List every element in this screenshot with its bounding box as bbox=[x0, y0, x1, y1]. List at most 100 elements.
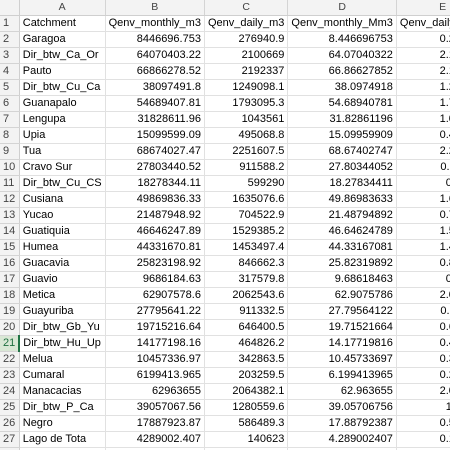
cell[interactable]: Guatiquia bbox=[19, 223, 106, 240]
cell[interactable]: Humea bbox=[19, 239, 106, 256]
cell[interactable]: 1.28056 bbox=[396, 399, 450, 416]
cell[interactable]: 2062543.6 bbox=[204, 287, 289, 304]
cell[interactable]: 38097491.8 bbox=[105, 79, 205, 96]
cell[interactable]: 495068.8 bbox=[204, 127, 289, 144]
cell[interactable]: 39.05706756 bbox=[287, 399, 397, 416]
cell-header-b[interactable]: Qenv_monthly_m3 bbox=[105, 15, 205, 32]
cell[interactable]: 646400.5 bbox=[204, 319, 289, 336]
row-header-15[interactable]: 15 bbox=[0, 239, 20, 256]
row-header-18[interactable]: 18 bbox=[0, 287, 20, 304]
cell[interactable]: 46.64624789 bbox=[287, 223, 397, 240]
cell[interactable]: 1793095.3 bbox=[204, 95, 289, 112]
row-header-11[interactable]: 11 bbox=[0, 175, 20, 192]
cell[interactable]: 1280559.6 bbox=[204, 399, 289, 416]
cell[interactable]: 62.9075786 bbox=[287, 287, 397, 304]
cell[interactable]: 19.71521664 bbox=[287, 319, 397, 336]
row-header-16[interactable]: 16 bbox=[0, 255, 20, 272]
cell[interactable]: 1635076.6 bbox=[204, 191, 289, 208]
cell[interactable]: 21.48794892 bbox=[287, 207, 397, 224]
row-header-8[interactable]: 8 bbox=[0, 127, 20, 144]
cell[interactable]: 14177198.16 bbox=[105, 335, 205, 352]
cell[interactable]: 62963655 bbox=[105, 383, 205, 400]
select-all-corner[interactable] bbox=[0, 0, 20, 16]
row-header-20[interactable]: 20 bbox=[0, 319, 20, 336]
cell[interactable]: 66866278.52 bbox=[105, 63, 205, 80]
cell[interactable]: 25823198.92 bbox=[105, 255, 205, 272]
cell[interactable]: 64.07040322 bbox=[287, 47, 397, 64]
cell[interactable]: 2064382.1 bbox=[204, 383, 289, 400]
cell[interactable]: Metica bbox=[19, 287, 106, 304]
cell[interactable]: Garagoa bbox=[19, 31, 106, 48]
cell[interactable]: 9.68618463 bbox=[287, 271, 397, 288]
cell[interactable]: 31.82861196 bbox=[287, 111, 397, 128]
cell[interactable]: 0.203259 bbox=[396, 367, 450, 384]
row-header-23[interactable]: 23 bbox=[0, 367, 20, 384]
cell[interactable]: 19715216.64 bbox=[105, 319, 205, 336]
cell[interactable]: 1.043561 bbox=[396, 111, 450, 128]
cell[interactable]: 10457336.97 bbox=[105, 351, 205, 368]
cell[interactable]: Guavio bbox=[19, 271, 106, 288]
cell[interactable]: 0.464826 bbox=[396, 335, 450, 352]
cell[interactable]: 54.68940781 bbox=[287, 95, 397, 112]
cell[interactable]: 1043561 bbox=[204, 111, 289, 128]
cell[interactable]: 25.82319892 bbox=[287, 255, 397, 272]
cell[interactable]: 9686184.63 bbox=[105, 271, 205, 288]
cell[interactable]: 586489.3 bbox=[204, 415, 289, 432]
cell[interactable]: 1.793095 bbox=[396, 95, 450, 112]
cell[interactable]: 17.88792387 bbox=[287, 415, 397, 432]
cell[interactable]: 599290 bbox=[204, 175, 289, 192]
cell[interactable]: 0.911332 bbox=[396, 303, 450, 320]
cell[interactable]: 17887923.87 bbox=[105, 415, 205, 432]
row-header-26[interactable]: 26 bbox=[0, 415, 20, 432]
cell-header-d[interactable]: Qenv_monthly_Mm3 bbox=[287, 15, 397, 32]
cell[interactable]: 27.80344052 bbox=[287, 159, 397, 176]
cell[interactable]: 2251607.5 bbox=[204, 143, 289, 160]
cell[interactable]: 2192337 bbox=[204, 63, 289, 80]
cell[interactable]: 62907578.6 bbox=[105, 287, 205, 304]
column-header-e[interactable]: E bbox=[396, 0, 450, 16]
cell[interactable]: 317579.8 bbox=[204, 271, 289, 288]
row-header-9[interactable]: 9 bbox=[0, 143, 20, 160]
cell[interactable]: 31828611.96 bbox=[105, 111, 205, 128]
cell[interactable]: 6199413.965 bbox=[105, 367, 205, 384]
row-header-24[interactable]: 24 bbox=[0, 383, 20, 400]
row-header-1[interactable]: 1 bbox=[0, 15, 20, 32]
row-header-19[interactable]: 19 bbox=[0, 303, 20, 320]
cell[interactable]: 0.586489 bbox=[396, 415, 450, 432]
cell[interactable]: 6.199413965 bbox=[287, 367, 397, 384]
cell[interactable]: 140623 bbox=[204, 431, 289, 448]
cell[interactable]: 2.064382 bbox=[396, 383, 450, 400]
cell[interactable]: Tua bbox=[19, 143, 106, 160]
cell[interactable]: Dir_btw_Gb_Yu bbox=[19, 319, 106, 336]
cell[interactable]: 846662.3 bbox=[204, 255, 289, 272]
cell[interactable]: 8446696.753 bbox=[105, 31, 205, 48]
cell[interactable]: 49869836.33 bbox=[105, 191, 205, 208]
cell[interactable]: Guacavia bbox=[19, 255, 106, 272]
cell[interactable]: Melua bbox=[19, 351, 106, 368]
row-header-13[interactable]: 13 bbox=[0, 207, 20, 224]
cell[interactable]: 10.45733697 bbox=[287, 351, 397, 368]
row-header-27[interactable]: 27 bbox=[0, 431, 20, 448]
cell[interactable]: 203259.5 bbox=[204, 367, 289, 384]
cell[interactable]: 62.963655 bbox=[287, 383, 397, 400]
cell-header-c[interactable]: Qenv_daily_m3 bbox=[204, 15, 289, 32]
cell[interactable]: 27795641.22 bbox=[105, 303, 205, 320]
cell[interactable]: Manacacias bbox=[19, 383, 106, 400]
row-header-14[interactable]: 14 bbox=[0, 223, 20, 240]
column-header-b[interactable]: B bbox=[105, 0, 205, 16]
cell[interactable]: 342863.5 bbox=[204, 351, 289, 368]
cell[interactable]: 44.33167081 bbox=[287, 239, 397, 256]
row-header-2[interactable]: 2 bbox=[0, 31, 20, 48]
row-header-21[interactable]: 21 bbox=[0, 335, 21, 352]
cell[interactable]: 66.86627852 bbox=[287, 63, 397, 80]
cell[interactable]: 27803440.52 bbox=[105, 159, 205, 176]
cell[interactable]: 0.911588 bbox=[396, 159, 450, 176]
row-header-22[interactable]: 22 bbox=[0, 351, 20, 368]
cell[interactable]: 4.289002407 bbox=[287, 431, 397, 448]
cell-header-e[interactable]: Qenv_daily_Mm3 bbox=[396, 15, 450, 32]
cell[interactable]: 704522.9 bbox=[204, 207, 289, 224]
cell[interactable]: 0.704523 bbox=[396, 207, 450, 224]
cell[interactable]: 2.062544 bbox=[396, 287, 450, 304]
cell[interactable]: 0.31758 bbox=[396, 271, 450, 288]
